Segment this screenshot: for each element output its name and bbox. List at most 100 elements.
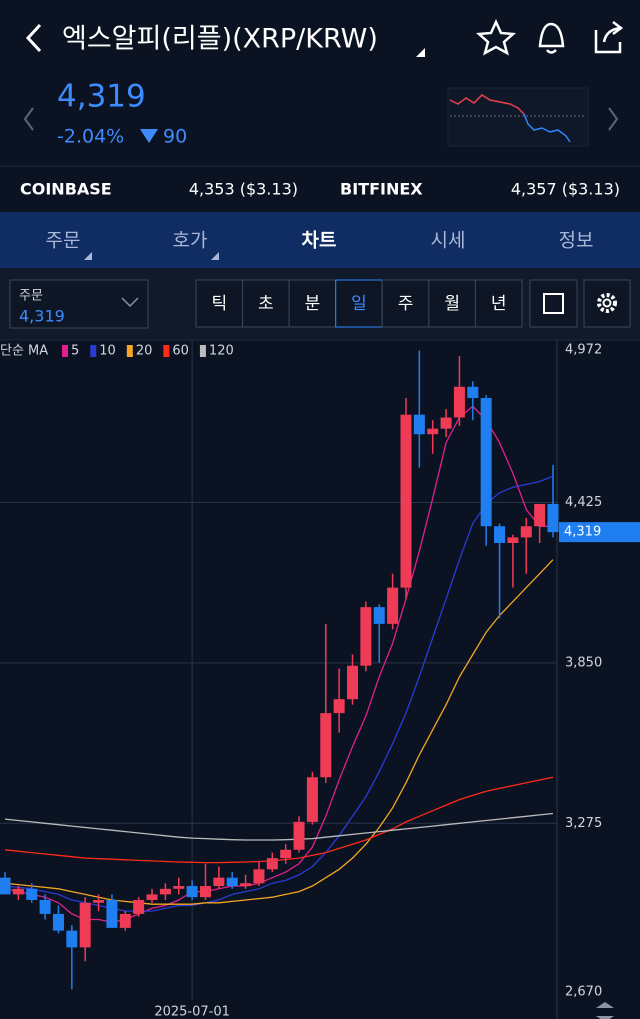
ma-line — [4, 776, 554, 864]
candle-body — [52, 913, 64, 931]
tab[interactable]: 차트 — [302, 230, 337, 252]
price: 4,319 — [57, 79, 146, 115]
candle-body — [0, 877, 11, 895]
legend-entry: 20 — [136, 344, 153, 359]
next-button[interactable] — [608, 107, 619, 131]
candle-body — [507, 537, 519, 543]
scroll-handle[interactable] — [596, 1002, 614, 1019]
candle-body — [280, 849, 292, 859]
candle-body — [93, 899, 105, 903]
exchange-price: 4,353 ($3.13) — [189, 180, 298, 199]
candle-body — [360, 607, 372, 666]
period-label: 년 — [491, 294, 507, 314]
candle-body — [266, 858, 278, 870]
tab[interactable]: 호가 — [173, 230, 208, 252]
legend-entry: 5 — [71, 344, 79, 359]
change: 90 — [163, 126, 187, 148]
share-icon[interactable] — [594, 21, 624, 54]
tab[interactable]: 시세 — [431, 230, 466, 252]
settings-button[interactable] — [583, 279, 631, 328]
legend-swatch — [163, 345, 170, 357]
candle-body — [520, 526, 532, 538]
tab-dropdown — [84, 252, 92, 260]
ma-line — [4, 559, 554, 905]
candle-body — [494, 526, 506, 543]
period-button[interactable] — [288, 279, 337, 328]
order-chevron — [121, 297, 139, 308]
period-button[interactable] — [381, 279, 430, 328]
period-button[interactable] — [474, 279, 523, 328]
settings-hub — [602, 298, 612, 308]
sparkline-down — [523, 113, 571, 143]
layout-button[interactable] — [529, 279, 578, 328]
candle-body — [12, 888, 24, 895]
candle-body — [373, 607, 385, 624]
candle-body — [480, 397, 492, 527]
ma-line — [4, 475, 554, 912]
candle-body — [146, 894, 158, 900]
alarm-icon[interactable] — [538, 22, 565, 54]
candle-body — [106, 899, 118, 928]
candle-body — [26, 888, 38, 900]
y-tick-label: 3,850 — [565, 655, 602, 670]
candle-body — [79, 902, 91, 948]
candle-body — [240, 883, 252, 887]
favorite-icon[interactable] — [475, 18, 517, 56]
candle-body — [306, 777, 318, 822]
exchange-price: 4,357 ($3.13) — [511, 180, 620, 199]
exchange-name: COINBASE — [20, 180, 112, 199]
candle-body — [253, 869, 265, 884]
period-label: 틱 — [211, 294, 227, 314]
title-dropdown[interactable] — [416, 48, 425, 57]
period-label: 분 — [305, 294, 321, 314]
sparkline-up — [449, 94, 525, 115]
period-button[interactable] — [428, 279, 476, 328]
tab[interactable]: 정보 — [559, 230, 594, 252]
candle-body — [453, 386, 465, 418]
legend-entry: 10 — [99, 344, 116, 359]
order-label: 주문 — [19, 289, 43, 304]
order-box[interactable] — [9, 279, 149, 329]
candle-body — [534, 503, 546, 527]
legend-entry: 60 — [172, 344, 189, 359]
y-tick-label: 3,275 — [565, 816, 602, 831]
tab-dropdown — [211, 252, 219, 260]
down-arrow — [140, 129, 158, 143]
candle-body — [427, 428, 439, 435]
tab[interactable]: 주문 — [46, 230, 81, 252]
change-pct: -2.04% — [57, 126, 124, 148]
candle-body — [39, 899, 51, 914]
candle-body — [467, 386, 479, 398]
x-tick-label: 2025-07-01 — [154, 1005, 230, 1019]
legend-swatch — [126, 345, 133, 357]
candle-body — [400, 414, 412, 588]
legend-swatch — [90, 345, 97, 357]
candle-body — [293, 821, 305, 850]
last-price-label: 4,319 — [564, 525, 601, 540]
prev-button[interactable] — [23, 107, 34, 131]
ma-line — [4, 812, 554, 841]
candle-body — [547, 503, 559, 533]
candle-body — [226, 877, 238, 887]
period-label: 월 — [444, 294, 460, 314]
order-value: 4,319 — [19, 307, 65, 326]
back-button[interactable] — [25, 23, 42, 53]
candle-body — [119, 913, 131, 928]
candle-body — [66, 930, 78, 948]
tab-bar — [0, 212, 640, 268]
candle-body — [320, 713, 332, 778]
candle-body — [159, 888, 171, 895]
y-tick-label: 4,425 — [565, 495, 602, 510]
candle-body — [333, 699, 345, 714]
legend-swatch — [62, 345, 68, 357]
period-button[interactable] — [195, 279, 244, 328]
exchange-name: BITFINEX — [340, 180, 423, 199]
legend-entry: 120 — [209, 344, 234, 359]
candle-body — [347, 665, 359, 700]
title: 엑스알피(리플)(XRP/KRW) — [62, 24, 378, 55]
legend-swatch — [199, 345, 206, 357]
period-button[interactable] — [335, 279, 383, 328]
